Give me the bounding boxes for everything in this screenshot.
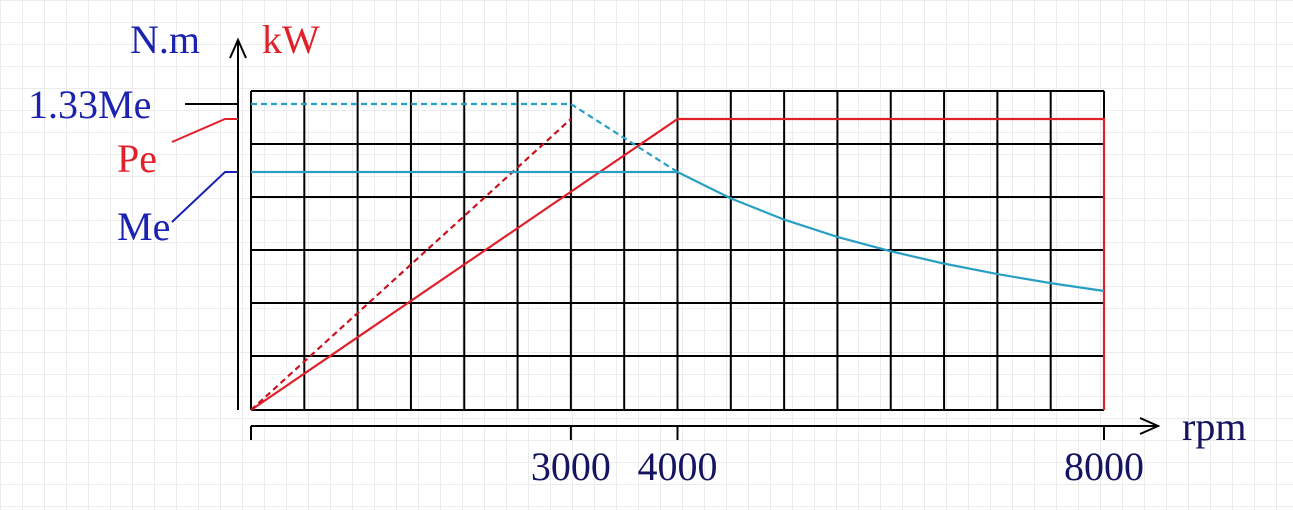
series [250,102,1106,411]
y-ref-label-me: Me [117,204,170,249]
y-ref-label-pe: Pe [117,136,157,181]
x-tick-label: 8000 [1064,444,1144,489]
y-ref-label-1-33me: 1.33Me [28,82,151,127]
ref-line-pe [171,118,238,143]
x-axis-label: rpm [1182,404,1246,449]
ref-line-me [171,171,238,223]
series-line-1-33me-dashed [251,102,679,173]
axes [229,37,1161,435]
series-line-me-solid [251,170,1105,293]
y-axis-label-left: N.m [130,17,200,62]
x-tick-label: 3000 [531,444,611,489]
y-axis-label-right: kW [262,17,320,62]
series-line-pe-dashed [250,118,572,411]
reference-markers [171,103,238,223]
x-tick-label: 4000 [638,444,718,489]
x-ticks: 3000 4000 8000 [250,426,1144,489]
y-axis-arrow-icon [229,37,247,59]
x-axis-arrow-icon [1139,417,1161,435]
plot-grid [250,90,1105,411]
series-line-pe-solid [250,117,1106,411]
